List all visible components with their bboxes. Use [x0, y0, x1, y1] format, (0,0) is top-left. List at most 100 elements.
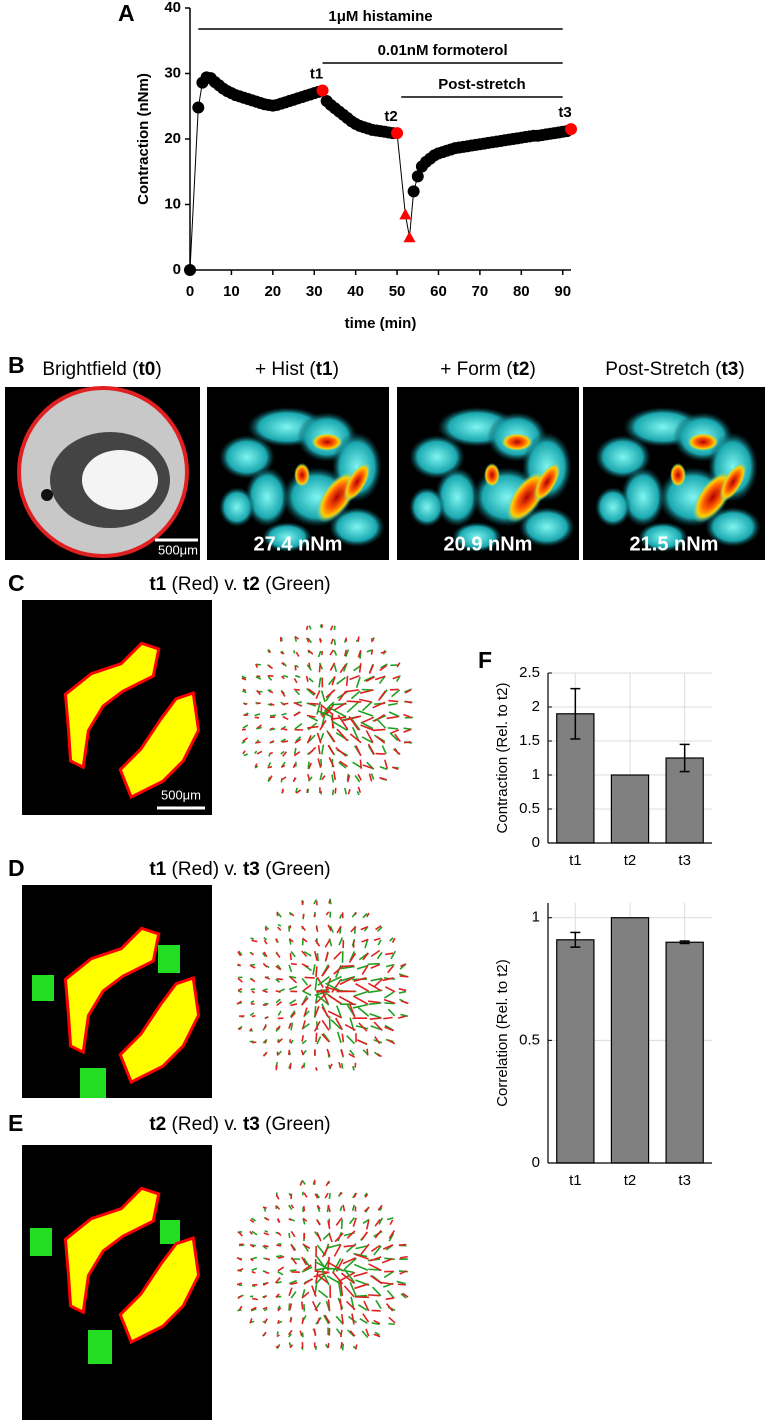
vector-arrow — [355, 745, 362, 757]
vector-arrow — [384, 759, 389, 769]
vector-arrow — [316, 1273, 329, 1284]
vector-arrow — [295, 664, 299, 668]
vector-arrow — [361, 938, 369, 943]
vector-arrow — [360, 926, 368, 931]
vector-arrow — [375, 1299, 382, 1309]
vector-arrow — [276, 1001, 283, 1006]
vector-arrow — [328, 1193, 331, 1200]
vector-arrow — [276, 1331, 279, 1335]
vector-arrow — [251, 1256, 258, 1260]
vector-arrow — [301, 1291, 310, 1299]
vector-arrow — [339, 1298, 343, 1311]
vector-arrow — [294, 738, 302, 744]
y-tick-label: 2.5 — [519, 664, 540, 681]
vector-arrow — [398, 987, 407, 992]
brightfield-image — [5, 386, 200, 560]
vector-arrow — [267, 703, 273, 707]
vector-arrow — [366, 1048, 369, 1056]
x-tick-label: t3 — [678, 852, 691, 869]
vector-arrow — [361, 1231, 369, 1241]
vector-arrow — [313, 950, 318, 961]
vector-arrow — [288, 964, 293, 973]
vector-arrow — [262, 1206, 267, 1209]
vector-arrow — [313, 1271, 330, 1278]
vector-arrow — [362, 913, 368, 919]
vector-arrow — [338, 761, 347, 769]
caption: t1 (Red) v. t2 (Green) — [149, 574, 330, 595]
y-tick-label: 0.5 — [519, 800, 540, 817]
vector-arrow — [321, 1033, 330, 1043]
vector-arrow — [280, 764, 286, 768]
vector-arrow — [263, 1232, 270, 1236]
vector-arrow — [267, 776, 271, 782]
vector-arrow — [325, 1181, 330, 1187]
y-tick-label: 30 — [164, 64, 181, 81]
vector-arrow — [325, 703, 335, 716]
vector-arrow — [262, 989, 268, 994]
vector-arrow — [269, 702, 275, 707]
vector-arrow — [295, 674, 301, 679]
vector-arrow — [321, 1019, 330, 1031]
vector-arrow — [383, 1271, 394, 1279]
vector-arrow — [317, 758, 322, 768]
vector-arrow — [243, 753, 249, 757]
vector-arrow — [288, 1287, 293, 1297]
vector-arrow — [349, 1281, 357, 1296]
error-bar — [570, 687, 581, 740]
vector-arrow — [264, 927, 268, 931]
vector-arrow — [314, 978, 318, 991]
vector-arrow — [319, 624, 323, 629]
vector-arrow — [339, 1205, 343, 1212]
vector-arrow — [311, 1300, 319, 1312]
vector-arrow — [335, 746, 347, 757]
vector-arrow — [264, 976, 271, 980]
vector-arrow — [263, 937, 268, 941]
vector-arrow — [328, 1064, 332, 1070]
vector-arrow — [311, 1285, 317, 1297]
vector-arrow — [327, 1299, 331, 1312]
vector-arrow — [369, 1256, 382, 1262]
vector-arrow — [370, 1025, 381, 1031]
bar — [556, 939, 595, 1164]
vector-arrow — [365, 1220, 370, 1230]
vector-arrow — [345, 675, 349, 687]
vector-arrow — [315, 925, 319, 933]
vector-arrow — [340, 1329, 343, 1338]
caption-part: ) — [738, 359, 744, 380]
vector-arrow — [303, 1278, 313, 1285]
vector-arrow — [388, 1316, 396, 1324]
vector-arrow — [307, 649, 314, 655]
vector-arrow — [338, 690, 347, 702]
vector-arrow — [398, 1243, 407, 1247]
caption-part: (Red) v. — [166, 1114, 243, 1135]
vector-arrow — [262, 1306, 268, 1310]
vector-arrow — [280, 651, 284, 655]
vector-arrow — [351, 1204, 355, 1211]
vector-arrow — [254, 763, 258, 768]
vector-arrow — [307, 688, 316, 695]
vector-arrow — [290, 1204, 295, 1209]
vector-arrow — [391, 766, 399, 770]
vector-arrow — [359, 1317, 368, 1324]
vector-arrow — [392, 675, 400, 680]
marker — [391, 127, 404, 140]
vector-arrow — [254, 750, 258, 755]
vector-arrow — [346, 700, 362, 703]
vector-arrow — [367, 962, 380, 966]
vector-arrow — [394, 733, 401, 743]
vector-arrow — [315, 1219, 321, 1226]
vector-arrow — [242, 750, 246, 755]
x-tick-label: t3 — [678, 1172, 691, 1189]
vector-arrow — [324, 1192, 329, 1199]
vector-arrow — [303, 1205, 306, 1212]
vector-arrow — [324, 938, 331, 948]
vector-arrow — [384, 991, 395, 999]
vector-arrow — [354, 1283, 369, 1290]
vector-arrow — [301, 1020, 306, 1029]
vector-arrow — [294, 690, 301, 696]
vector-arrow — [277, 1305, 281, 1310]
vector-arrow — [315, 690, 321, 700]
vector-arrow — [277, 1218, 280, 1223]
vector-arrow — [306, 687, 315, 696]
vector-arrow — [329, 898, 332, 905]
